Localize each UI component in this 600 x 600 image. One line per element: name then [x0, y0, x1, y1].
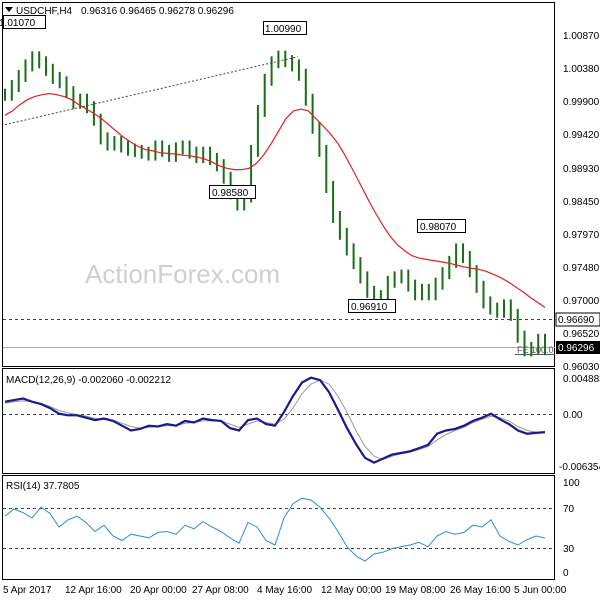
annotation-box-0-98070 [417, 219, 466, 233]
annotation-label-0-98580: 0.98580 [212, 188, 249, 199]
price-axis: 1.00870 1.00380 0.99900 0.99420 0.98930 … [563, 31, 600, 373]
time-label-3: 20 Apr 00:00 [130, 585, 187, 596]
time-label-1: 5 Apr 2017 [3, 585, 52, 596]
macd-tick-top: 0.004883 [563, 374, 600, 385]
price-tick-11: 0.96030 [563, 362, 600, 373]
fe-label: FE 100.0 [517, 345, 554, 355]
time-label-5: 4 May 16:00 [257, 585, 312, 596]
macd-tick-zero: 0.00 [563, 410, 583, 421]
macd-line [4, 376, 546, 464]
moving-average-group [4, 92, 546, 308]
annotation-label-0-96910: 0.96910 [351, 302, 388, 313]
annotation-box-0-96910 [348, 299, 396, 313]
price-tick-8: 0.97480 [563, 263, 600, 274]
price-tick-6: 0.98450 [563, 197, 600, 208]
last-price-tag [556, 341, 600, 354]
macd-tick-bottom: -0.006354 [559, 462, 600, 473]
time-label-7: 19 May 08:00 [385, 585, 446, 596]
rsi-tick-70: 70 [563, 504, 575, 515]
rsi-line [4, 497, 546, 562]
ohlc-values: 0.96316 0.96465 0.96278 0.96296 [81, 6, 234, 17]
price-tick-1: 1.00870 [563, 31, 600, 42]
price-tick-10: 0.96520 [563, 329, 600, 340]
time-label-9: 5 Jun 00:00 [514, 585, 567, 596]
price-tick-5: 0.98930 [563, 164, 600, 175]
annotation-label-0-98070: 0.98070 [420, 222, 457, 233]
symbol-label: USDCHF,H4 [16, 6, 73, 17]
macd-title: MACD(12,26,9) -0.002060 -0.002212 [6, 375, 172, 386]
price-tick-9: 0.97000 [563, 296, 600, 307]
annotation-box-1-00990 [263, 21, 307, 35]
moving-average-line [4, 92, 546, 308]
resistance-price-label: 0.96690 [558, 315, 595, 326]
rsi-title: RSI(14) 37.7805 [6, 481, 80, 492]
annotation-box-1-01070 [3, 15, 46, 29]
resistance-price-tag [555, 312, 600, 327]
time-label-4: 27 Apr 08:00 [192, 585, 249, 596]
annotation-label-1-01070: 1.01070 [0, 18, 36, 29]
rsi-line-group [4, 497, 546, 562]
rsi-panel [2, 475, 555, 580]
price-tick-3: 0.99900 [563, 97, 600, 108]
time-label-6: 12 May 00:00 [321, 585, 382, 596]
watermark-text: ActionForex.com [85, 259, 280, 289]
rsi-tick-0: 0 [563, 568, 569, 579]
annotation-label-1-00990: 1.00990 [265, 24, 302, 35]
dropdown-triangle-icon[interactable] [5, 7, 13, 12]
macd-lines-group [4, 376, 546, 464]
time-label-2: 12 Apr 16:00 [65, 585, 122, 596]
rsi-tick-30: 30 [563, 544, 575, 555]
annotation-box-0-98580 [209, 185, 256, 199]
last-price-label: 0.96296 [558, 343, 595, 354]
price-tick-7: 0.97970 [563, 230, 600, 241]
time-label-8: 26 May 16:00 [450, 585, 511, 596]
price-tick-2: 1.00380 [563, 64, 600, 75]
price-tick-4: 0.99420 [563, 130, 600, 141]
rsi-tick-100: 100 [563, 478, 580, 489]
time-axis: 5 Apr 2017 12 Apr 16:00 20 Apr 00:00 27 … [3, 585, 567, 596]
